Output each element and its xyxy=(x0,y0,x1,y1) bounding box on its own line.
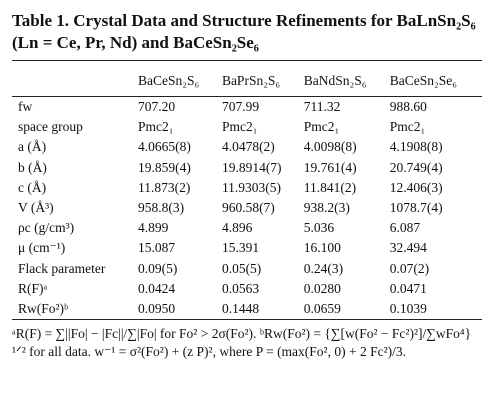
cell: 711.32 xyxy=(303,99,341,115)
row-label: Flack parameter xyxy=(18,260,106,276)
cell: 32.494 xyxy=(389,240,427,256)
cell: 0.09(5) xyxy=(138,260,178,276)
row-label: V (Å³) xyxy=(18,200,54,216)
cell: 16.100 xyxy=(303,240,341,256)
cell: 5.036 xyxy=(303,220,335,236)
cell: 12.406(3) xyxy=(389,179,443,195)
cell: 1078.7(4) xyxy=(389,200,443,216)
cell: 958.8(3) xyxy=(138,200,185,216)
cell: 938.2(3) xyxy=(303,200,350,216)
cell: 0.0659 xyxy=(303,298,390,321)
row-label: a (Å) xyxy=(18,139,47,155)
column-header: BaCeSn₂S₆ xyxy=(138,69,222,97)
cell: 4.0478(2) xyxy=(221,139,275,155)
cell: Pmc2₁ xyxy=(221,119,258,135)
cell: 0.0563 xyxy=(221,280,260,296)
cell: Pmc2₁ xyxy=(303,119,340,135)
column-header xyxy=(12,69,138,97)
cell: 4.0665(8) xyxy=(138,139,191,155)
column-header: BaNdSn₂S₆ xyxy=(303,69,390,97)
data-table: BaCeSn₂S₆ BaPrSn₂S₆ BaNdSn₂S₆ BaCeSn₂Se₆ fw 7… xyxy=(12,69,482,321)
cell: 0.0950 xyxy=(138,298,222,321)
row-label: ρc (g/cm³) xyxy=(18,220,75,236)
row-label: c (Å) xyxy=(18,179,47,195)
cell: 15.391 xyxy=(221,240,260,256)
cell: 19.859(4) xyxy=(138,159,191,175)
table-row: μ (cm⁻¹) 15.087 15.391 16.100 32.494 xyxy=(12,238,482,258)
cell: 19.761(4) xyxy=(303,159,357,175)
cell: 0.0424 xyxy=(138,280,176,296)
table-row: R(F)ᵃ 0.0424 0.0563 0.0280 0.0471 xyxy=(12,279,482,299)
cell: 988.60 xyxy=(389,99,427,115)
cell: 4.899 xyxy=(138,220,169,236)
header-row: BaCeSn₂S₆ BaPrSn₂S₆ BaNdSn₂S₆ BaCeSn₂Se₆ xyxy=(12,69,482,97)
row-label: b (Å) xyxy=(18,159,47,175)
table-row: c (Å) 11.873(2) 11.9303(5) 11.841(2) 12.406(… xyxy=(12,178,482,198)
cell: 0.1448 xyxy=(221,298,304,321)
cell: 6.087 xyxy=(389,220,421,236)
cell: 0.05(5) xyxy=(221,260,262,276)
table-row: b (Å) 19.859(4) 19.8914(7) 19.761(4) 20.749(… xyxy=(12,158,482,178)
cell: Pmc2₁ xyxy=(138,119,174,135)
cell: 0.24(3) xyxy=(303,260,344,276)
cell: 0.0471 xyxy=(389,280,427,296)
row-label: μ (cm⁻¹) xyxy=(18,240,66,256)
cell: 15.087 xyxy=(138,240,176,256)
cell: 960.58(7) xyxy=(221,200,275,216)
table-row: fw 707.20 707.99 711.32 988.60 xyxy=(12,97,482,118)
cell: 4.896 xyxy=(221,220,253,236)
cell: 0.1039 xyxy=(389,298,482,321)
table-title: Table 1. Crystal Data and Structure Refi… xyxy=(12,10,482,61)
cell: 0.07(2) xyxy=(389,260,430,276)
cell: 4.1908(8) xyxy=(389,139,443,155)
table-row: ρc (g/cm³) 4.899 4.896 5.036 6.087 xyxy=(12,218,482,238)
row-label: R(F)ᵃ xyxy=(18,280,48,296)
row-label: Rw(Fo²)ᵇ xyxy=(12,298,138,321)
cell: Pmc2₁ xyxy=(389,119,426,135)
cell: 4.0098(8) xyxy=(303,139,357,155)
cell: 0.0280 xyxy=(303,280,341,296)
cell: 11.873(2) xyxy=(138,179,191,195)
cell: 707.99 xyxy=(221,99,260,115)
table-row: space group Pmc2₁ Pmc2₁ Pmc2₁ Pmc2₁ xyxy=(12,117,482,137)
row-label: space group xyxy=(18,119,83,135)
footnote: ᵃR(F) = ∑||Fo| − |Fc||/∑|Fo| for Fo² > 2… xyxy=(12,326,472,360)
cell: 20.749(4) xyxy=(389,159,443,175)
table-row: Rw(Fo²)ᵇ 0.0950 0.1448 0.0659 0.1039 xyxy=(12,298,482,321)
cell: 11.841(2) xyxy=(303,179,357,195)
table-block: Table 1. Crystal Data and Structure Refi… xyxy=(12,10,482,361)
cell: 19.8914(7) xyxy=(221,159,282,175)
table-row: a (Å) 4.0665(8) 4.0478(2) 4.0098(8) 4.1908(8… xyxy=(12,137,482,157)
table-row: V (Å³) 958.8(3) 960.58(7) 938.2(3) 1078.7(4) xyxy=(12,198,482,218)
row-label: fw xyxy=(18,99,33,115)
cell: 11.9303(5) xyxy=(221,179,282,195)
column-header: BaCeSn₂Se₆ xyxy=(389,69,482,97)
cell: 707.20 xyxy=(138,99,176,115)
table-row: Flack parameter 0.09(5) 0.05(5) 0.24(3) 0.07… xyxy=(12,259,482,279)
column-header: BaPrSn₂S₆ xyxy=(221,69,304,97)
